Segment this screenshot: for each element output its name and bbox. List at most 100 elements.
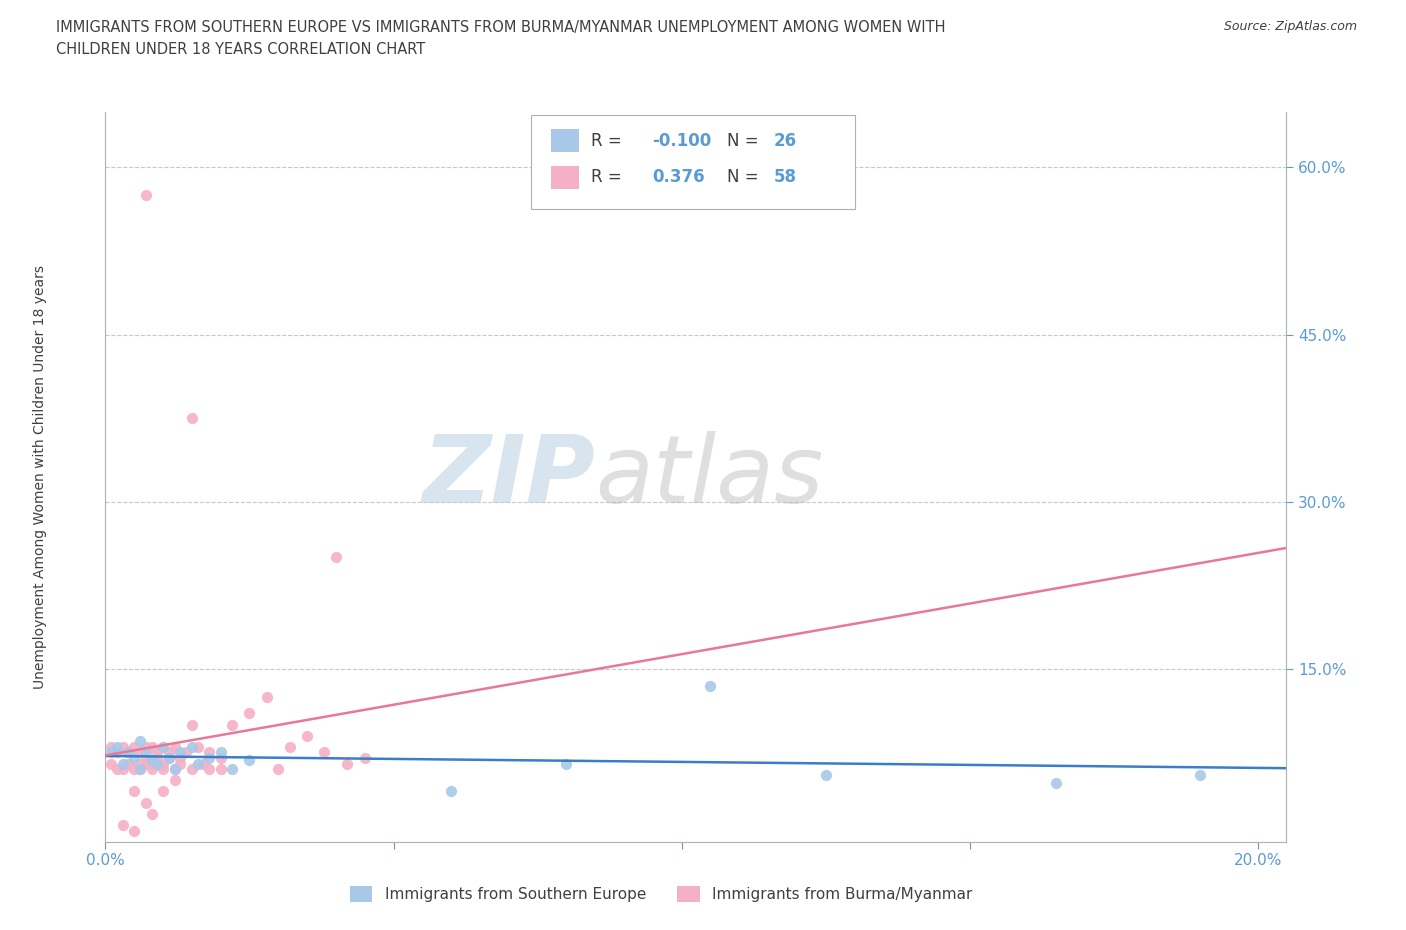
Point	[163, 773, 186, 788]
Point	[135, 795, 157, 810]
Point	[193, 756, 215, 771]
Point	[146, 756, 169, 771]
Point	[314, 745, 336, 760]
Point	[117, 745, 139, 760]
Point	[169, 756, 191, 771]
Text: IMMIGRANTS FROM SOUTHERN EUROPE VS IMMIGRANTS FROM BURMA/MYANMAR UNEMPLOYMENT AM: IMMIGRANTS FROM SOUTHERN EUROPE VS IMMIG…	[56, 20, 946, 35]
Point	[187, 739, 209, 754]
Point	[198, 751, 221, 765]
Point	[163, 762, 186, 777]
Point	[135, 188, 157, 203]
Point	[152, 756, 174, 771]
Point	[152, 739, 174, 754]
Text: 26: 26	[773, 132, 797, 150]
Point	[1189, 767, 1212, 782]
Point	[117, 745, 139, 760]
Point	[105, 762, 128, 777]
Point	[814, 767, 837, 782]
Text: 58: 58	[773, 168, 797, 186]
Point	[157, 745, 180, 760]
Point	[122, 823, 145, 838]
Text: R =: R =	[591, 132, 621, 150]
Point	[129, 756, 152, 771]
FancyBboxPatch shape	[530, 115, 855, 208]
Point	[152, 784, 174, 799]
Text: CHILDREN UNDER 18 YEARS CORRELATION CHART: CHILDREN UNDER 18 YEARS CORRELATION CHAR…	[56, 42, 426, 57]
Point	[129, 745, 152, 760]
Point	[180, 739, 202, 754]
Point	[555, 756, 578, 771]
Point	[146, 751, 169, 765]
Point	[209, 751, 232, 765]
Point	[325, 550, 347, 565]
Point	[163, 762, 186, 777]
Point	[100, 756, 122, 771]
Point	[141, 806, 163, 821]
Point	[180, 411, 202, 426]
Point	[135, 739, 157, 754]
FancyBboxPatch shape	[551, 166, 579, 189]
Point	[100, 745, 122, 760]
Point	[221, 762, 243, 777]
Point	[336, 756, 359, 771]
Point	[135, 751, 157, 765]
Point	[100, 739, 122, 754]
Point	[221, 717, 243, 732]
Point	[129, 762, 152, 777]
Point	[169, 751, 191, 765]
Point	[238, 753, 260, 768]
Text: N =: N =	[727, 168, 758, 186]
Point	[353, 751, 375, 765]
Text: atlas: atlas	[596, 432, 824, 522]
Point	[180, 762, 202, 777]
Point	[141, 756, 163, 771]
Text: 0.376: 0.376	[652, 168, 704, 186]
Point	[122, 739, 145, 754]
Point	[209, 745, 232, 760]
Point	[141, 762, 163, 777]
Point	[238, 706, 260, 721]
Point	[111, 762, 134, 777]
Point	[135, 745, 157, 760]
Point	[163, 739, 186, 754]
Point	[440, 784, 463, 799]
Point	[111, 756, 134, 771]
Point	[152, 739, 174, 754]
Point	[187, 756, 209, 771]
Point	[198, 745, 221, 760]
Text: N =: N =	[727, 132, 758, 150]
Point	[1045, 775, 1067, 790]
Point	[111, 739, 134, 754]
Point	[198, 762, 221, 777]
Point	[129, 762, 152, 777]
Point	[169, 745, 191, 760]
Point	[267, 762, 290, 777]
FancyBboxPatch shape	[551, 129, 579, 153]
Point	[146, 745, 169, 760]
Text: ZIP: ZIP	[423, 431, 596, 523]
Point	[122, 762, 145, 777]
Text: -0.100: -0.100	[652, 132, 711, 150]
Point	[174, 745, 197, 760]
Text: Source: ZipAtlas.com: Source: ZipAtlas.com	[1223, 20, 1357, 33]
Point	[180, 717, 202, 732]
Point	[278, 739, 301, 754]
Point	[105, 739, 128, 754]
Point	[157, 751, 180, 765]
Point	[295, 728, 318, 743]
Point	[141, 753, 163, 768]
Point	[141, 739, 163, 754]
Point	[256, 689, 278, 704]
Point	[105, 745, 128, 760]
Point	[129, 734, 152, 749]
Point	[135, 756, 157, 771]
Text: Unemployment Among Women with Children Under 18 years: Unemployment Among Women with Children U…	[34, 265, 48, 688]
Point	[209, 762, 232, 777]
Legend: Immigrants from Southern Europe, Immigrants from Burma/Myanmar: Immigrants from Southern Europe, Immigra…	[343, 880, 979, 909]
Point	[117, 756, 139, 771]
Point	[699, 678, 721, 693]
Point	[111, 817, 134, 832]
Point	[157, 751, 180, 765]
Point	[122, 784, 145, 799]
Point	[152, 762, 174, 777]
